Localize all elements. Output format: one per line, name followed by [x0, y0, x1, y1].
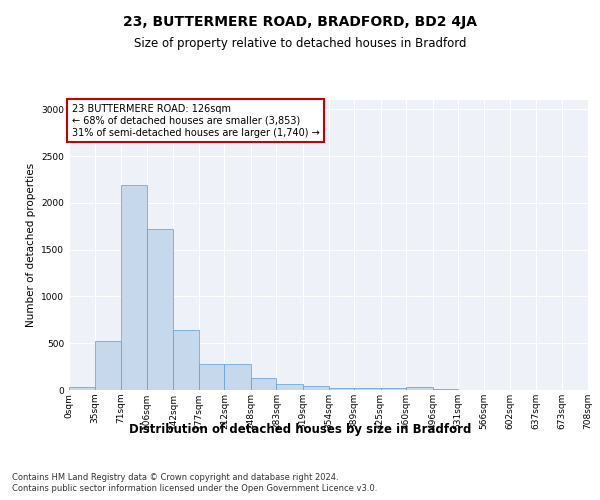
Bar — [406, 387, 433, 390]
Bar — [199, 364, 224, 390]
Bar — [121, 185, 147, 390]
Bar — [251, 378, 277, 390]
Text: 23, BUTTERMERE ROAD, BRADFORD, BD2 4JA: 23, BUTTERMERE ROAD, BRADFORD, BD2 4JA — [123, 15, 477, 29]
Bar — [69, 387, 95, 390]
Text: Contains public sector information licensed under the Open Government Licence v3: Contains public sector information licen… — [12, 484, 377, 493]
Bar — [95, 342, 121, 390]
Text: Contains HM Land Registry data © Crown copyright and database right 2024.: Contains HM Land Registry data © Crown c… — [12, 472, 338, 482]
Bar — [224, 364, 251, 390]
Bar — [354, 388, 380, 390]
Bar — [277, 384, 303, 390]
Bar — [329, 388, 354, 390]
Y-axis label: Number of detached properties: Number of detached properties — [26, 163, 35, 327]
Text: Distribution of detached houses by size in Bradford: Distribution of detached houses by size … — [129, 422, 471, 436]
Bar — [380, 388, 406, 390]
Bar — [433, 388, 458, 390]
Bar — [147, 229, 173, 390]
Bar — [173, 330, 199, 390]
Text: Size of property relative to detached houses in Bradford: Size of property relative to detached ho… — [134, 38, 466, 51]
Text: 23 BUTTERMERE ROAD: 126sqm
← 68% of detached houses are smaller (3,853)
31% of s: 23 BUTTERMERE ROAD: 126sqm ← 68% of deta… — [71, 104, 319, 138]
Bar — [303, 386, 329, 390]
